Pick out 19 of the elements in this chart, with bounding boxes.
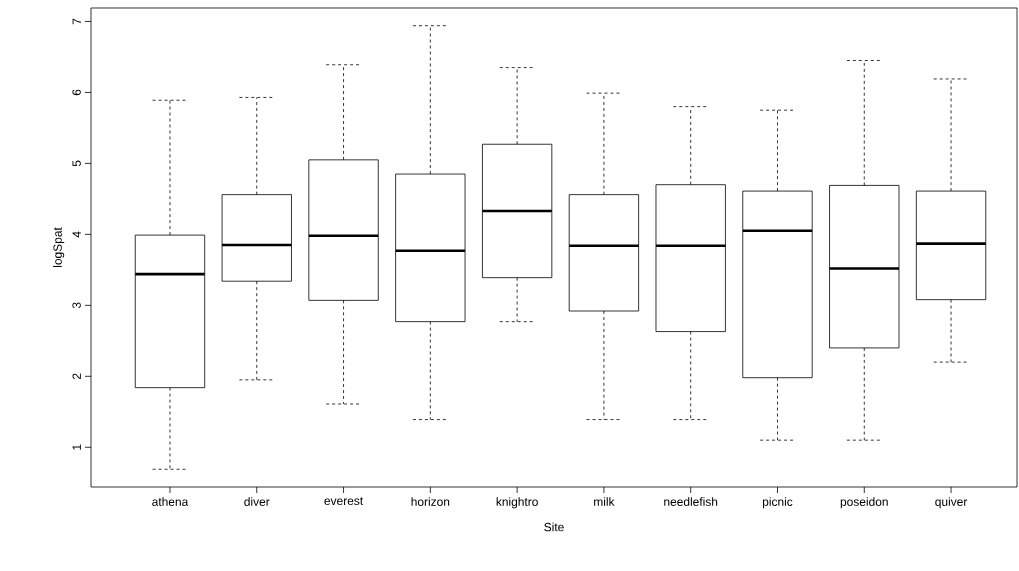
x-tick-label: picnic (762, 497, 793, 509)
x-tick-label: athena (152, 497, 189, 506)
x-tick-label: milk (594, 497, 615, 506)
y-tick-label: 5 (72, 160, 81, 167)
x-tick-label: diver (244, 497, 270, 506)
x-tick-label: knightro (496, 497, 538, 509)
y-tick-label: 7 (72, 18, 81, 25)
y-axis-title: logSpat (53, 227, 65, 267)
x-tick-label: poseidon (840, 497, 888, 509)
y-tick-label: 3 (72, 302, 81, 309)
x-axis-title: Site (544, 522, 564, 532)
y-tick-label: 4 (72, 231, 81, 238)
x-tick-label: quiver (935, 497, 968, 509)
y-tick-label: 1 (72, 444, 81, 450)
y-tick-label: 6 (72, 89, 81, 96)
y-tick-label: 2 (72, 373, 81, 380)
x-tick-label: everest (324, 497, 364, 506)
x-tick-label: horizon (411, 497, 450, 506)
x-tick-label: needlefish (664, 497, 718, 506)
